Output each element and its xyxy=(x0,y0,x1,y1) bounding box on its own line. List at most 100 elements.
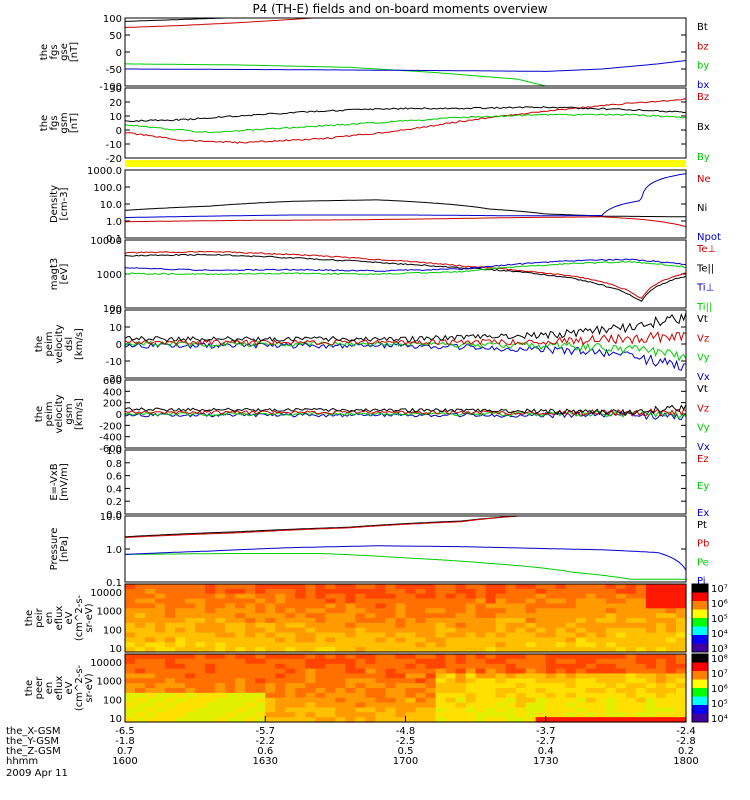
y-tick-label: -20 xyxy=(106,154,122,165)
spectrogram-cell xyxy=(265,598,276,605)
spectrogram-cell xyxy=(455,647,467,653)
spectrogram-cell xyxy=(325,637,336,643)
spectrogram-cell xyxy=(455,598,467,605)
spectrogram-cell xyxy=(615,588,627,595)
spectrogram-cell xyxy=(125,692,136,699)
spectrogram-cell xyxy=(405,593,417,600)
spectrogram-cell xyxy=(665,697,677,704)
spectrogram-cell xyxy=(555,717,567,723)
y-tick-label: 1000 xyxy=(97,607,122,618)
spectrogram-cell xyxy=(245,688,256,694)
spectrogram-cell xyxy=(565,593,577,600)
spectrogram-cell xyxy=(285,654,296,660)
spectrogram-cell xyxy=(315,598,326,605)
spectrogram-cell xyxy=(635,627,647,634)
spectrogram-cell xyxy=(325,632,336,639)
spectrogram-cell xyxy=(175,688,186,694)
spectrogram-cell xyxy=(285,668,296,675)
spectrogram-cell xyxy=(505,702,517,709)
spectrogram-cell xyxy=(415,627,427,634)
spectrogram-cell xyxy=(185,673,196,679)
spectrogram-cell xyxy=(165,622,176,629)
colorbar-tick-label: 10⁶ xyxy=(711,684,728,695)
spectrogram-cell xyxy=(475,622,487,629)
spectrogram-cell xyxy=(305,593,316,600)
spectrogram-cell xyxy=(405,608,417,614)
spectrogram-cell xyxy=(675,654,687,660)
spectrogram-cell xyxy=(505,618,517,624)
spectrogram-cell xyxy=(355,622,367,629)
spectrogram-cell xyxy=(435,658,447,665)
spectrogram-cell xyxy=(305,627,316,634)
spectrogram-cell xyxy=(245,588,256,595)
x-axis-value: 1630 xyxy=(253,756,278,767)
spectrogram-cell xyxy=(665,717,677,723)
spectrogram-cell xyxy=(325,673,336,679)
spectrogram-cell xyxy=(175,584,186,590)
colorbar-tick-label: 10⁴ xyxy=(711,714,728,725)
spectrogram-cell xyxy=(385,584,397,590)
spectrogram-cell xyxy=(275,584,286,590)
spectrogram-cell xyxy=(275,647,286,653)
spectrogram-cell xyxy=(365,608,377,614)
spectrogram-cell xyxy=(325,603,336,609)
spectrogram-cell xyxy=(545,637,557,643)
spectrogram-cell xyxy=(415,637,427,643)
spectrogram-cell xyxy=(465,603,477,609)
spectrogram-cell xyxy=(215,717,226,723)
spectrogram-cell xyxy=(195,584,206,590)
spectrogram-cell xyxy=(465,678,477,684)
spectrogram-cell xyxy=(585,697,597,704)
spectrogram-cell xyxy=(125,608,136,614)
spectrogram-cell xyxy=(515,613,527,619)
spectrogram-cell xyxy=(335,622,346,629)
spectrogram-cell xyxy=(415,712,427,718)
spectrogram-cell xyxy=(205,712,216,718)
spectrogram-cell xyxy=(625,627,637,634)
spectrogram-cell xyxy=(515,712,527,718)
spectrogram-cell xyxy=(265,707,276,713)
spectrogram-cell xyxy=(625,712,637,718)
spectrogram-cell xyxy=(615,627,627,634)
spectrogram-cell xyxy=(645,637,657,643)
spectrogram-cell xyxy=(675,584,687,590)
spectrogram-cell xyxy=(285,712,296,718)
spectrogram-cell xyxy=(575,663,587,670)
spectrogram-cell xyxy=(155,647,166,653)
y-tick-label: 20 xyxy=(109,98,122,109)
spectrogram-cell xyxy=(275,678,286,684)
spectrogram-cell xyxy=(635,683,647,689)
spectrogram-cell xyxy=(425,668,437,675)
spectrogram-cell xyxy=(175,673,186,679)
y-axis-label: [cm-3] xyxy=(59,187,70,220)
date-label: 2009 Apr 11 xyxy=(6,768,68,779)
spectrogram-cell xyxy=(125,627,136,634)
spectrogram-cell xyxy=(165,584,176,590)
x-axis-value: -4.8 xyxy=(396,726,416,737)
spectrogram-cell xyxy=(285,584,296,590)
spectrogram-cell xyxy=(645,678,657,684)
x-axis-value: -1.8 xyxy=(115,736,135,747)
spectrogram-cell xyxy=(285,658,296,665)
spectrogram-cell xyxy=(295,673,306,679)
spectrogram-cell xyxy=(295,637,306,643)
spectrogram-cell xyxy=(435,712,447,718)
spectrogram-cell xyxy=(205,717,216,723)
spectrogram-cell xyxy=(275,697,286,704)
spectrogram-cell xyxy=(455,702,467,709)
spectrogram-cell xyxy=(585,707,597,713)
spectrogram-cell xyxy=(305,707,316,713)
spectrogram-cell xyxy=(175,654,186,660)
spectrogram-cell xyxy=(675,637,687,643)
spectrogram-cell xyxy=(375,637,387,643)
spectrogram-cell xyxy=(465,647,477,653)
spectrogram-cell xyxy=(395,618,407,624)
spectrogram-cell xyxy=(325,678,336,684)
spectrogram-cell xyxy=(185,627,196,634)
series-line-Pi xyxy=(124,545,687,571)
spectrogram-cell xyxy=(265,678,276,684)
spectrogram-cell xyxy=(605,647,617,653)
spectrogram-cell xyxy=(345,608,357,614)
spectrogram-cell xyxy=(275,654,286,660)
